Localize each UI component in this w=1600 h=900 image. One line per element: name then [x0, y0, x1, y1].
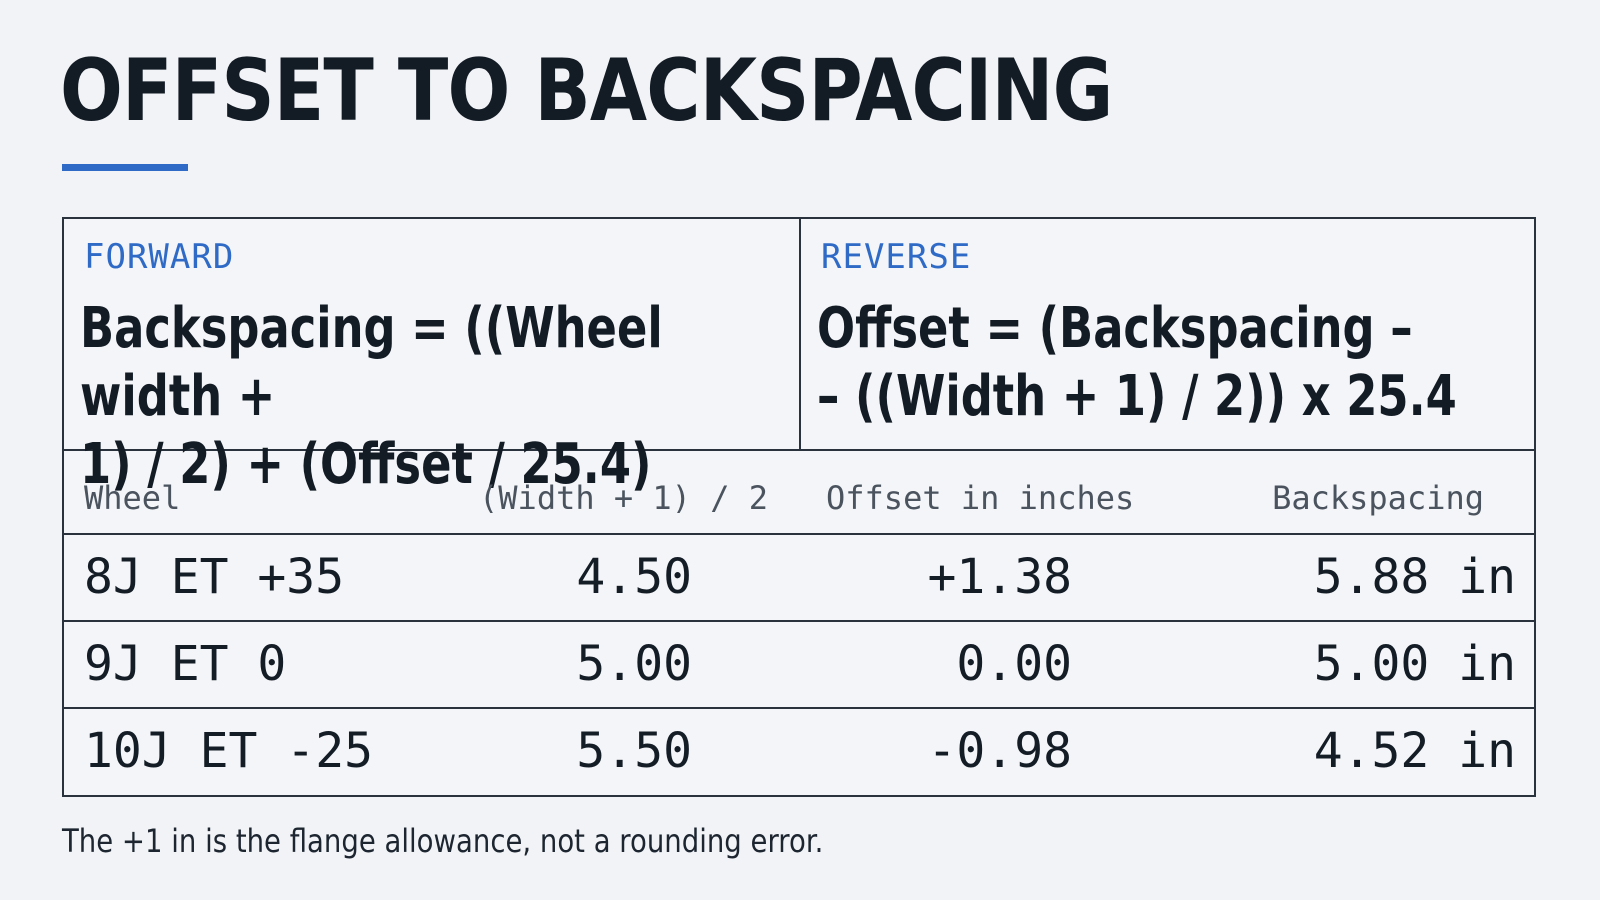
page-title: OFFSET TO BACKSPACING: [60, 41, 1113, 141]
cell-half-width: 5.50: [576, 723, 692, 779]
forward-formula-line-1: Backspacing = ((Wheel width +: [80, 296, 663, 429]
table-row: 10J ET -25 5.50 -0.98 4.52 in: [64, 709, 1534, 796]
reverse-formula-cell: REVERSE Offset = (Backspacing – – ((Widt…: [801, 219, 1536, 449]
cell-half-width: 4.50: [576, 549, 692, 605]
formula-card: FORWARD Backspacing = ((Wheel width + 1)…: [62, 217, 1536, 797]
table-row: 8J ET +35 4.50 +1.38 5.88 in: [64, 535, 1534, 622]
cell-offset-inches: 0.00: [956, 636, 1072, 692]
cell-half-width: 5.00: [576, 636, 692, 692]
cell-wheel: 9J ET 0: [84, 636, 287, 692]
table-header-row: Wheel (Width + 1) / 2 Offset in inches B…: [64, 449, 1534, 535]
results-table: Wheel (Width + 1) / 2 Offset in inches B…: [64, 449, 1534, 796]
forward-formula: Backspacing = ((Wheel width + 1) / 2) + …: [80, 295, 752, 499]
cell-offset-inches: +1.38: [927, 549, 1073, 605]
cell-wheel: 8J ET +35: [84, 549, 345, 605]
reverse-formula: Offset = (Backspacing – – ((Width + 1) /…: [817, 295, 1489, 431]
table-row: 9J ET 0 5.00 0.00 5.00 in: [64, 622, 1534, 709]
header-half-width: (Width + 1) / 2: [479, 479, 768, 517]
reverse-formula-line-1: Offset = (Backspacing –: [817, 296, 1413, 361]
cell-backspacing: 4.52 in: [1313, 723, 1516, 779]
formula-row: FORWARD Backspacing = ((Wheel width + 1)…: [64, 219, 1536, 497]
cell-backspacing: 5.88 in: [1313, 549, 1516, 605]
title-underline: [62, 164, 188, 171]
header-offset-inches: Offset in inches: [826, 479, 1135, 517]
reverse-formula-line-2: – ((Width + 1) / 2)) x 25.4: [817, 364, 1457, 429]
reverse-label: REVERSE: [821, 237, 972, 277]
header-backspacing: Backspacing: [1272, 479, 1484, 517]
forward-formula-line-2: 1) / 2) + (Offset / 25.4): [80, 432, 652, 497]
cell-wheel: 10J ET -25: [84, 723, 373, 779]
forward-formula-cell: FORWARD Backspacing = ((Wheel width + 1)…: [64, 219, 801, 497]
cell-backspacing: 5.00 in: [1313, 636, 1516, 692]
footnote: The +1 in is the flange allowance, not a…: [62, 822, 824, 860]
header-wheel: Wheel: [84, 479, 181, 517]
cell-offset-inches: -0.98: [927, 723, 1073, 779]
forward-label: FORWARD: [84, 237, 235, 277]
